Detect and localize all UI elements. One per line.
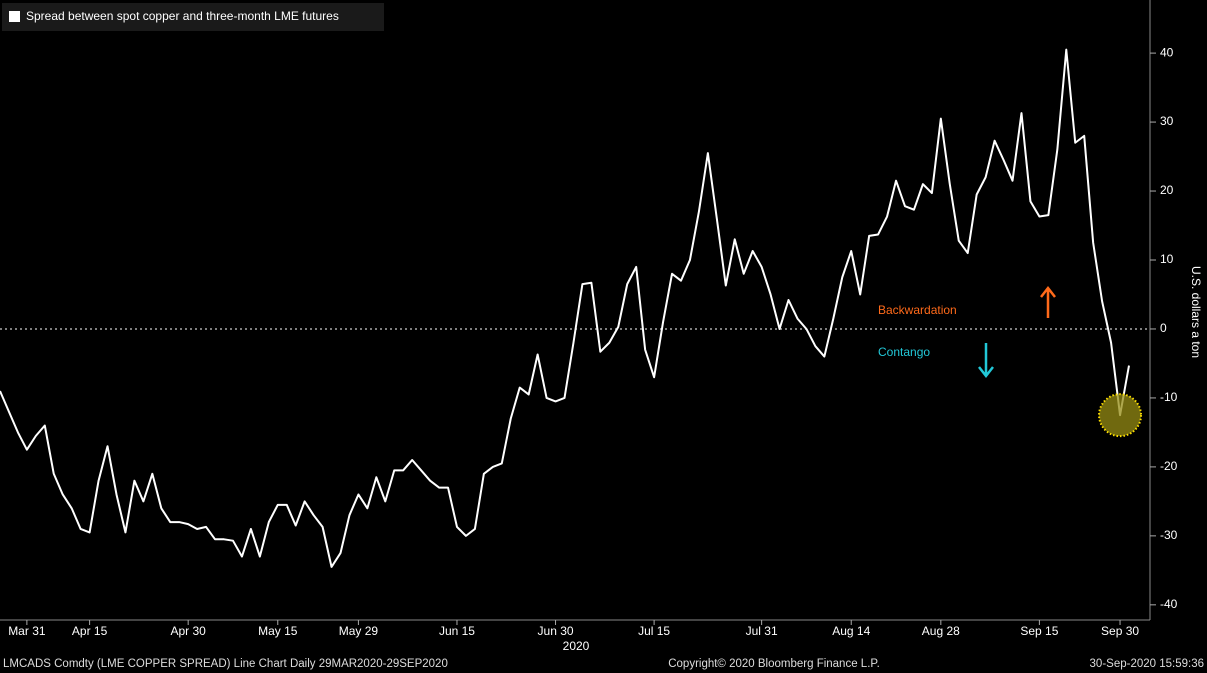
x-tick-label: Mar 31	[8, 624, 46, 638]
x-tick-label: Aug 28	[922, 624, 960, 638]
legend-box	[2, 3, 384, 31]
x-tick-label: Aug 14	[832, 624, 870, 638]
annotation-backwardation: Backwardation	[878, 303, 957, 317]
y-tick-label: 0	[1160, 321, 1167, 335]
series-line	[0, 48, 1130, 568]
footer-right: 30-Sep-2020 15:59:36	[1090, 658, 1204, 670]
y-tick-label: 10	[1160, 252, 1174, 266]
y-axis-label: U.S. dollars a ton	[1189, 266, 1203, 358]
legend-label: Spread between spot copper and three-mon…	[26, 9, 339, 23]
x-tick-label: Jul 15	[638, 624, 670, 638]
y-tick-label: 30	[1160, 114, 1174, 128]
x-tick-label: Jul 31	[746, 624, 778, 638]
y-tick-label: 40	[1160, 45, 1174, 59]
x-tick-label: May 29	[339, 624, 379, 638]
x-tick-label: Apr 30	[170, 624, 206, 638]
footer-left: LMCADS Comdty (LME COPPER SPREAD) Line C…	[3, 658, 448, 670]
highlight-circle	[1098, 393, 1143, 438]
year-label: 2020	[563, 639, 590, 653]
x-tick-label: Sep 15	[1020, 624, 1058, 638]
y-tick-label: -30	[1160, 528, 1178, 542]
x-tick-label: Apr 15	[72, 624, 108, 638]
y-tick-label: -10	[1160, 390, 1178, 404]
x-tick-label: Jun 30	[538, 624, 574, 638]
arrow-down	[978, 343, 994, 379]
x-tick-label: May 15	[258, 624, 298, 638]
y-tick-label: -40	[1160, 597, 1178, 611]
legend-swatch	[9, 11, 20, 22]
x-tick-label: Jun 15	[439, 624, 475, 638]
y-tick-label: 20	[1160, 183, 1174, 197]
x-tick-label: Sep 30	[1101, 624, 1139, 638]
footer-center: Copyright© 2020 Bloomberg Finance L.P.	[668, 658, 880, 670]
y-tick-label: -20	[1160, 459, 1178, 473]
annotation-contango: Contango	[878, 345, 930, 359]
legend: Spread between spot copper and three-mon…	[2, 3, 384, 31]
arrow-up	[1040, 285, 1056, 318]
